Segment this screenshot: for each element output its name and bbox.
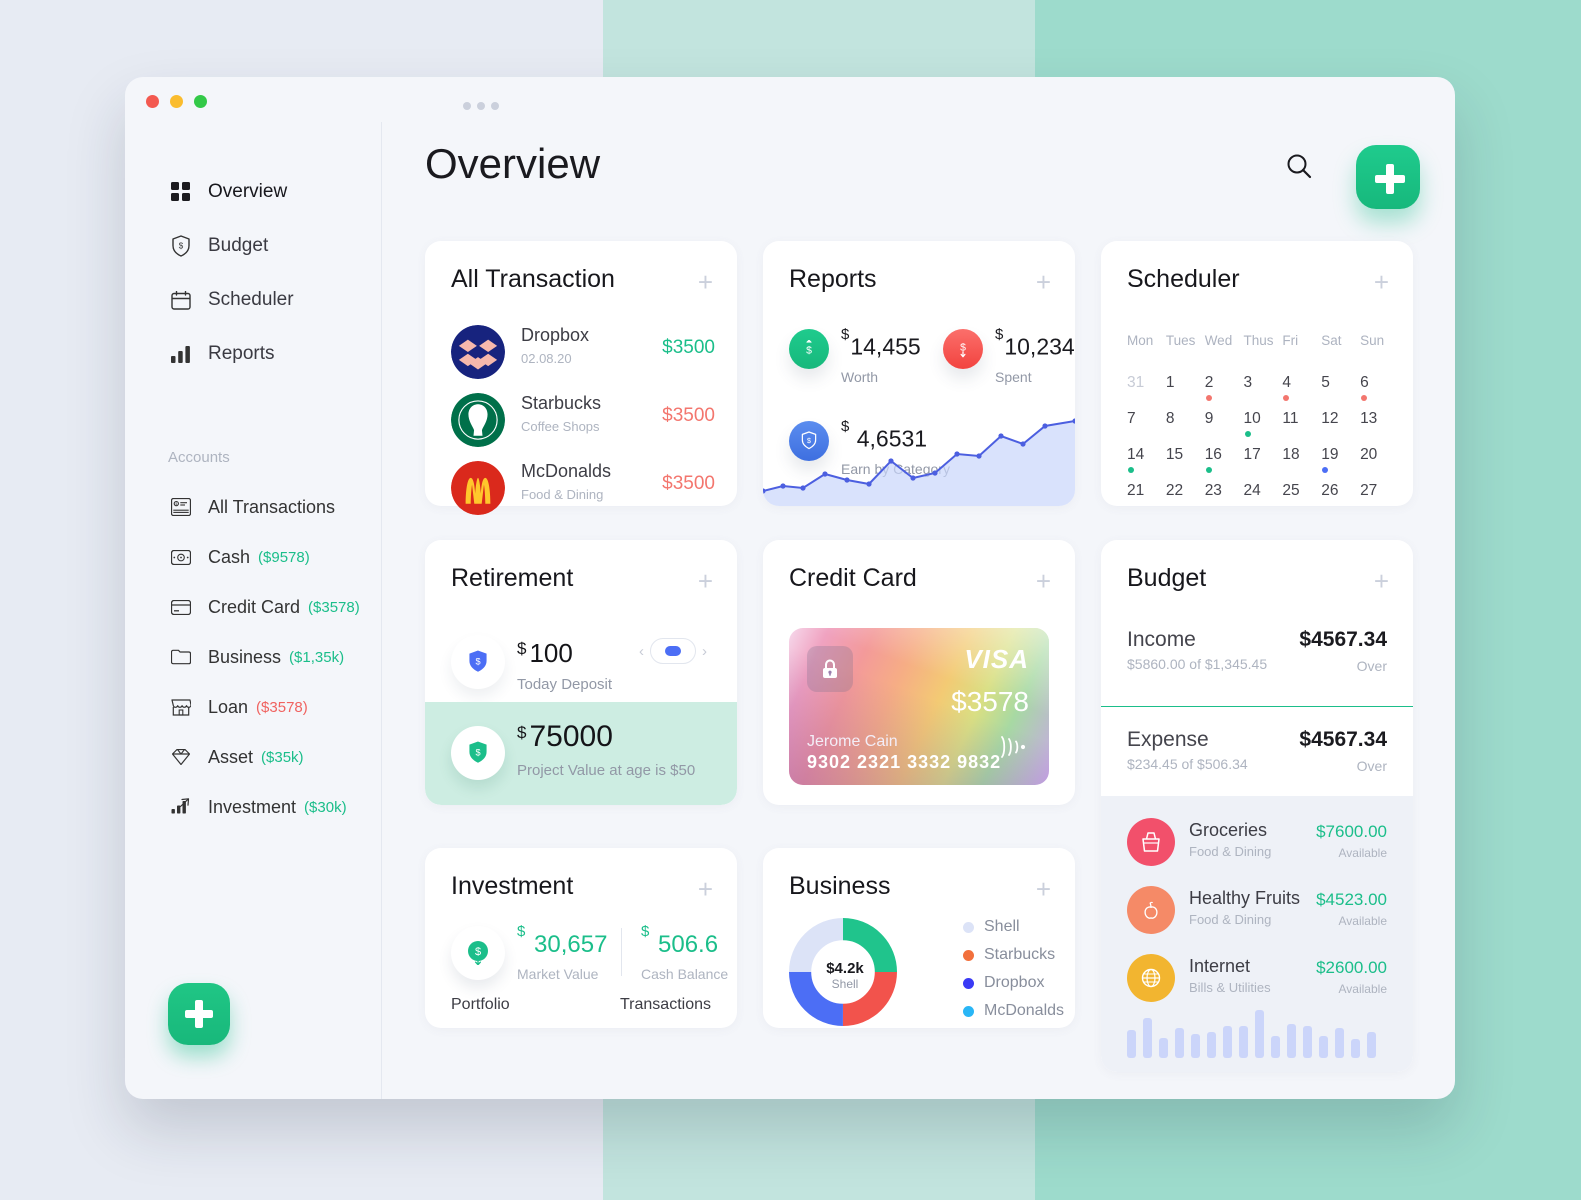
svg-text:$: $ — [806, 345, 812, 356]
svg-text:$: $ — [175, 502, 177, 506]
svg-text:$: $ — [475, 946, 481, 958]
svg-text:$: $ — [475, 656, 480, 666]
svg-text:$: $ — [475, 747, 480, 757]
svg-text:$: $ — [179, 242, 184, 251]
